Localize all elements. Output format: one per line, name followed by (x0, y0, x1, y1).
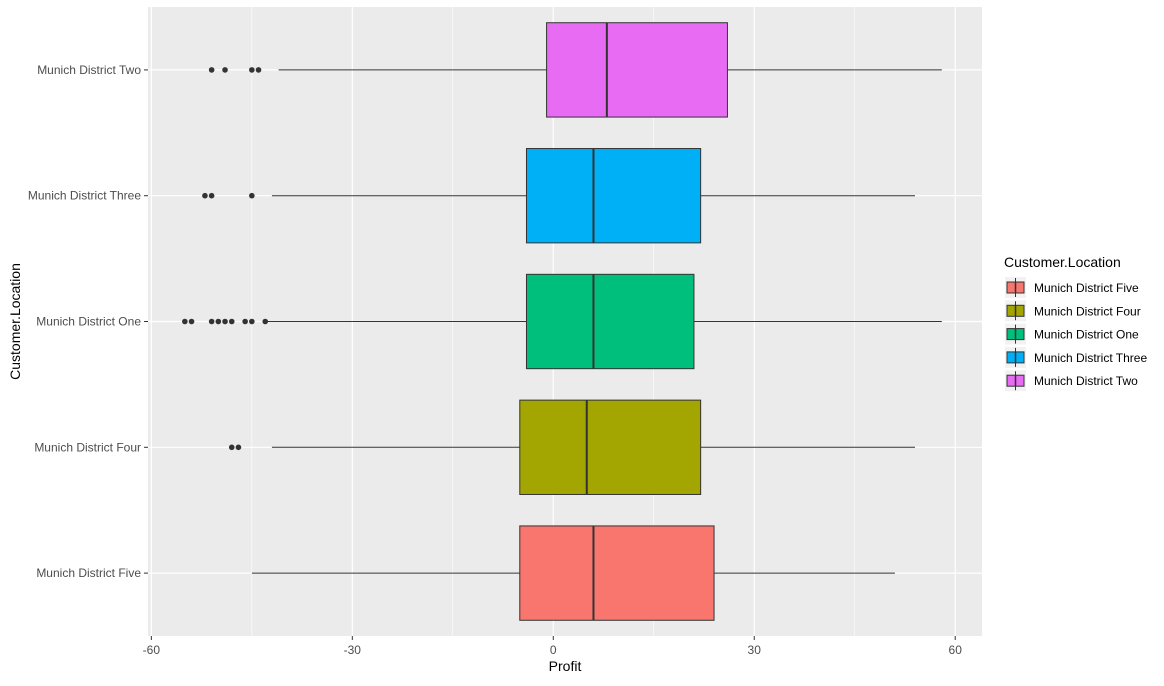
outlier-point (242, 318, 248, 325)
y-tick-label: Munich District Four (34, 440, 141, 454)
box (525, 148, 702, 244)
legend-item: Munich District Four (1005, 300, 1141, 322)
legend-item: Munich District One (1005, 323, 1139, 345)
outlier-point (222, 318, 228, 325)
x-tick-label: -30 (344, 643, 362, 657)
outlier-point (208, 67, 215, 73)
box-group (182, 273, 942, 370)
outlier-point (208, 192, 215, 199)
outlier-point (228, 318, 235, 325)
legend-label: Munich District Four (1034, 304, 1141, 318)
y-tick-label: Munich District Five (36, 566, 141, 580)
x-axis-title: Profit (549, 658, 582, 674)
legend-label: Munich District Five (1034, 281, 1139, 295)
outlier-point (255, 67, 262, 73)
outlier-point (188, 318, 195, 325)
outlier-point (235, 444, 242, 451)
legend-label: Munich District Two (1034, 374, 1138, 388)
box-group (202, 148, 916, 244)
legend-label: Munich District Three (1034, 351, 1147, 365)
box (519, 399, 702, 495)
x-tick-label: 0 (550, 643, 557, 657)
y-axis-title: Customer.Location (7, 263, 23, 380)
outlier-point (249, 318, 255, 325)
outlier-point (249, 67, 255, 73)
outlier-point (202, 192, 208, 199)
x-tick-label: -60 (143, 643, 161, 657)
y-axis: Munich District Five Munich District Four… (28, 63, 148, 580)
outlier-point (208, 318, 215, 325)
outlier-point (222, 67, 228, 73)
legend-title: Customer.Location (1004, 254, 1121, 270)
box (519, 525, 715, 621)
outlier-point (262, 318, 269, 325)
outlier-point (182, 318, 188, 325)
boxes (182, 22, 942, 621)
box-group (228, 399, 916, 495)
legend-label: Munich District One (1034, 328, 1139, 342)
y-tick-label: Munich District One (36, 315, 141, 329)
outlier-point (249, 192, 255, 199)
x-tick-label: 60 (949, 643, 963, 657)
y-tick-label: Munich District Two (37, 63, 141, 77)
legend-item: Munich District Five (1005, 277, 1139, 298)
x-tick-label: 30 (748, 643, 762, 657)
outlier-point (215, 318, 222, 325)
legend-item: Munich District Two (1005, 370, 1138, 392)
y-tick-label: Munich District Three (28, 189, 141, 203)
box-group (208, 22, 942, 118)
box-group (251, 525, 895, 621)
legend: Customer.Location Munich District Five Mu… (1004, 254, 1147, 392)
x-axis: -60 -30 0 30 60 (143, 636, 963, 657)
outlier-point (228, 444, 235, 451)
box (546, 22, 728, 118)
legend-item: Munich District Three (1005, 346, 1147, 368)
box (525, 273, 695, 370)
